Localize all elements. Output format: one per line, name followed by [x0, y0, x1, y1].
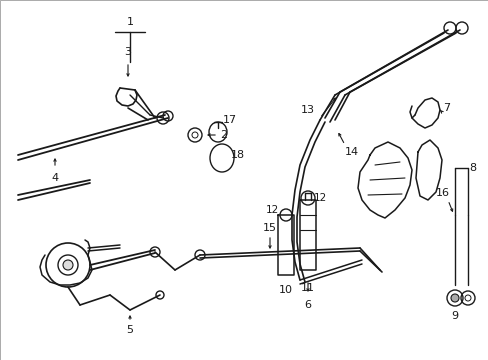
Text: 16: 16 — [435, 188, 449, 198]
Text: 4: 4 — [51, 173, 59, 183]
Text: 12: 12 — [313, 193, 326, 203]
Text: 3: 3 — [124, 47, 131, 57]
Text: 2: 2 — [220, 130, 227, 140]
Text: 8: 8 — [468, 163, 476, 173]
Text: 6: 6 — [304, 300, 311, 310]
Text: 15: 15 — [263, 223, 276, 233]
Text: 18: 18 — [230, 150, 244, 160]
Text: 10: 10 — [279, 285, 292, 295]
Text: 12: 12 — [265, 205, 278, 215]
Circle shape — [63, 260, 73, 270]
Text: 7: 7 — [443, 103, 449, 113]
Text: 13: 13 — [301, 105, 314, 115]
Text: 5: 5 — [126, 325, 133, 335]
Circle shape — [450, 294, 458, 302]
Text: 11: 11 — [301, 283, 314, 293]
Text: 9: 9 — [450, 311, 458, 321]
Text: 1: 1 — [126, 17, 133, 27]
Text: 14: 14 — [344, 147, 358, 157]
Text: 17: 17 — [223, 115, 237, 125]
